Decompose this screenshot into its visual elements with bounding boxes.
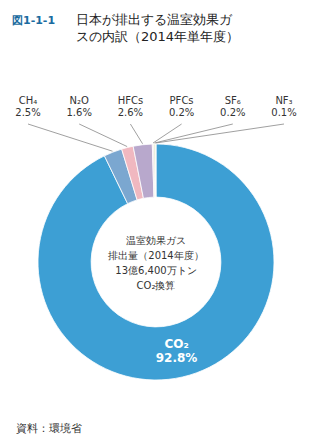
text-line: 温室効果ガス (126, 235, 186, 246)
donut (38, 144, 274, 380)
data-label-value: 2.5% (15, 107, 40, 118)
slice (154, 144, 156, 197)
leader-line (130, 124, 142, 144)
data-label-value: 0.1% (271, 107, 296, 118)
slice (133, 144, 154, 198)
text-line: 13億6,400万トン (115, 265, 196, 276)
data-label-name: PFCs (170, 95, 194, 106)
data-label-value: 0.2% (169, 107, 194, 118)
data-label-value: 2.6% (118, 107, 143, 118)
title: 日本が排出する温室効果ガスの内訳（2014年単年度） (76, 12, 239, 44)
center-text: 温室効果ガス排出量（2014年度） 13億6,400万トン CO₂換算 (108, 235, 203, 291)
data-label-value: 0.2% (220, 107, 245, 118)
data-label-value: 92.8% (156, 351, 198, 365)
slice (152, 144, 154, 197)
source: 資料：環境省 (16, 422, 82, 435)
data-label: HFCs2.6% (118, 95, 143, 118)
text-line: CO₂換算 (137, 280, 176, 291)
data-label: N₂O1.6% (66, 95, 91, 118)
text-line: スの内訳（2014年単年度） (76, 29, 239, 44)
leader-line (156, 124, 284, 143)
title-label: 図1-1-1 (12, 14, 55, 27)
data-label: NF₃0.1% (271, 95, 296, 118)
data-label-name: NF₃ (275, 95, 292, 106)
data-label: SF₆0.2% (220, 95, 245, 118)
text-line: 排出量（2014年度） (108, 250, 203, 261)
data-label: PFCs0.2% (169, 95, 194, 118)
chart: 図1-1-1 日本が排出する温室効果ガスの内訳（2014年単年度） 温室効果ガス排出… (0, 0, 312, 446)
leader-line (28, 124, 113, 151)
text-line: 日本が排出する温室効果ガ (76, 12, 233, 27)
leader-line (79, 124, 127, 147)
data-label: CH₄2.5% (15, 95, 40, 118)
data-label-name: N₂O (70, 95, 89, 106)
data-label-name: HFCs (118, 95, 143, 106)
data-label: CO₂92.8% (156, 337, 198, 365)
data-label-name: SF₆ (225, 95, 241, 106)
data-label-value: 1.6% (66, 107, 91, 118)
data-label-name: CH₄ (19, 95, 38, 106)
slice (38, 144, 274, 380)
data-label-name: CO₂ (164, 337, 188, 351)
slice (155, 144, 157, 197)
